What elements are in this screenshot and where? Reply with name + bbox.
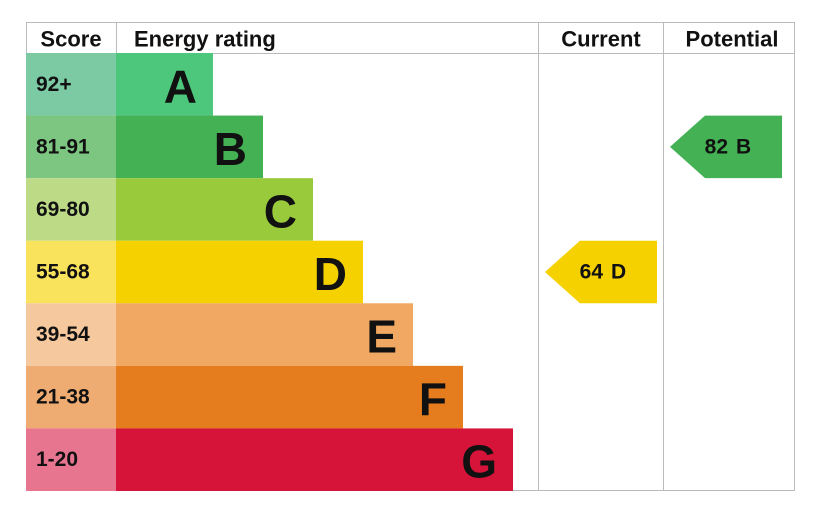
score-cell (26, 365, 116, 429)
header-rating: Energy rating (134, 27, 276, 52)
rating-letter: G (461, 436, 497, 488)
rating-bar (116, 303, 413, 366)
current-score: 64 (580, 260, 604, 283)
rating-bar (116, 178, 313, 241)
score-cell (26, 178, 116, 241)
rating-letter: B (214, 123, 247, 175)
rating-letter: C (264, 185, 297, 237)
header-potential: Potential (686, 27, 779, 52)
score-cell (26, 240, 116, 304)
rating-bar (116, 365, 463, 429)
score-cell (26, 53, 116, 116)
rating-bar (116, 428, 513, 491)
score-cell (26, 303, 116, 366)
score-label: 1-20 (36, 448, 78, 471)
header-score: Score (40, 27, 101, 52)
rating-letter: A (164, 60, 197, 112)
current-letter: D (611, 260, 626, 283)
rating-letter: D (314, 248, 347, 300)
score-cell (26, 115, 116, 179)
rating-bar (116, 53, 213, 116)
rating-bar (116, 240, 363, 304)
score-label: 81-91 (36, 135, 90, 158)
rating-letter: F (419, 373, 447, 425)
header-current: Current (561, 27, 641, 52)
score-label: 92+ (36, 73, 72, 96)
potential-arrow (670, 115, 782, 179)
potential-score: 82 (705, 135, 728, 158)
potential-letter: B (736, 135, 751, 158)
current-arrow (545, 240, 657, 304)
score-label: 21-38 (36, 386, 90, 409)
score-label: 69-80 (36, 198, 90, 221)
score-label: 39-54 (36, 323, 90, 346)
score-label: 55-68 (36, 260, 90, 283)
score-cell (26, 428, 116, 491)
rating-bar (116, 115, 263, 179)
rating-letter: E (366, 311, 397, 363)
